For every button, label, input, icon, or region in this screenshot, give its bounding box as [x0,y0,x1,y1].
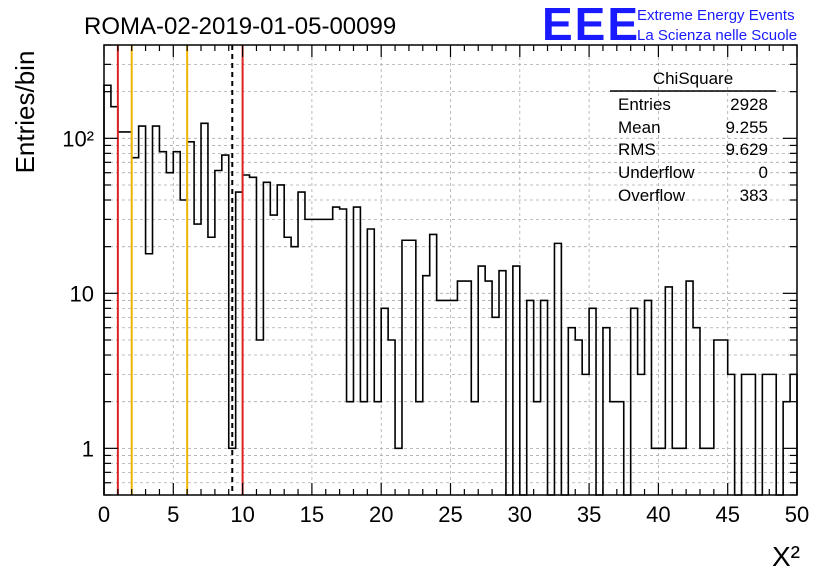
tick-labels: 0 5 10 15 20 25 30 35 40 45 50 1 10 10² [62,126,809,527]
histogram [103,84,798,496]
x-tick-label: 10 [230,502,254,527]
x-tick-label: 50 [785,502,809,527]
stats-value-mean: 9.255 [725,118,768,137]
x-axis-label: X² [772,541,800,572]
y-tick-label: 10 [70,281,94,306]
eee-logo-line1: Extreme Energy Events [637,7,795,24]
stats-value-entries: 2928 [730,95,768,114]
x-tick-label: 45 [715,502,739,527]
eee-logo-mark: EEE [542,0,640,50]
x-tick-label: 35 [577,502,601,527]
x-tick-label: 0 [98,502,110,527]
chart-title: ROMA-02-2019-01-05-00099 [84,13,396,40]
x-tick-label: 25 [438,502,462,527]
x-tick-label: 5 [167,502,179,527]
reference-lines [116,45,244,495]
x-tick-label: 30 [508,502,532,527]
axes [103,44,798,496]
stats-label-underflow: Underflow [618,163,695,182]
stats-label-entries: Entries [618,95,671,114]
stats-value-overflow: 383 [740,186,768,205]
histogram-outline [103,84,798,496]
y-tick-label: 10² [62,126,94,151]
x-tick-label: 15 [300,502,324,527]
stats-box: ChiSquare Entries 2928 Mean 9.255 RMS 9.… [610,69,776,205]
stats-label-overflow: Overflow [618,186,686,205]
y-axis-label: Entries/bin [10,51,40,174]
y-tick-label: 1 [82,436,94,461]
stats-title: ChiSquare [653,69,733,88]
eee-logo-line2: La Scienza nelle Scuole [637,27,797,44]
x-tick-label: 20 [369,502,393,527]
x-tick-label: 40 [646,502,670,527]
stats-label-mean: Mean [618,118,661,137]
stats-label-rms: RMS [618,140,656,159]
stats-value-rms: 9.629 [725,140,768,159]
stats-value-underflow: 0 [759,163,768,182]
eee-logo: EEE Extreme Energy Events La Scienza nel… [542,0,797,50]
